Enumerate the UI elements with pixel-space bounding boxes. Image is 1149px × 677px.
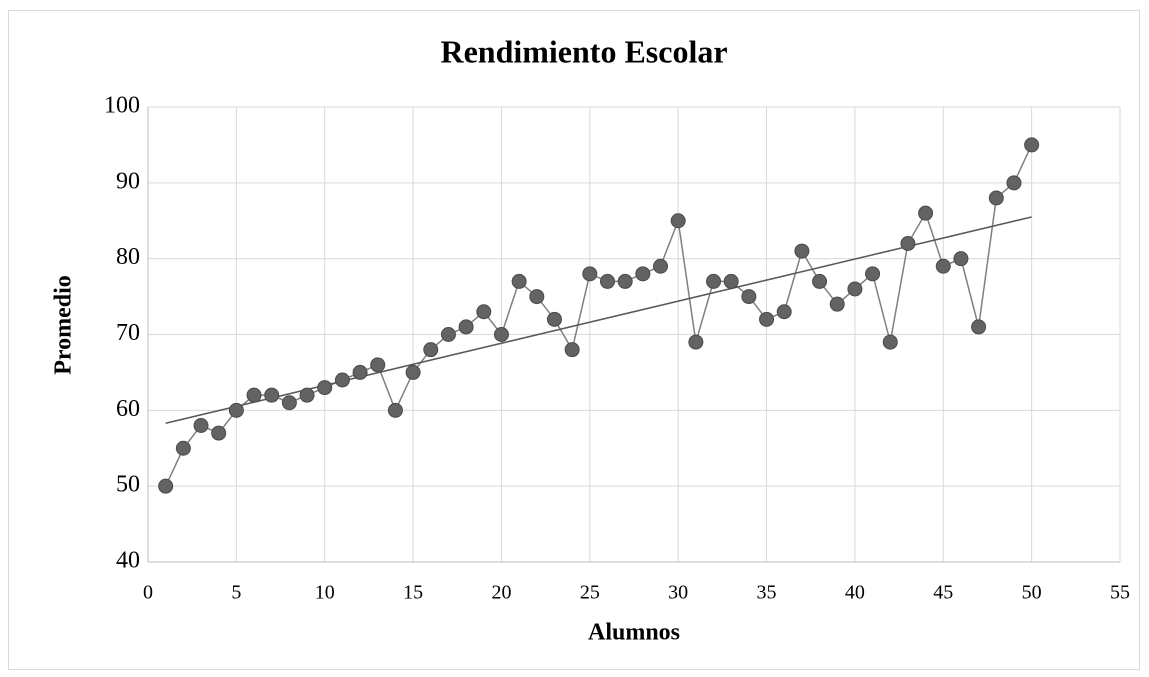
data-point (741, 289, 757, 305)
data-point (529, 289, 545, 305)
x-axis-title: Alumnos (588, 620, 680, 646)
data-point (334, 372, 350, 388)
x-tick-label: 25 (580, 582, 600, 604)
x-tick-label: 20 (491, 582, 511, 604)
data-point (759, 311, 775, 327)
data-point (653, 258, 669, 274)
data-point (900, 236, 916, 251)
x-tick-label: 10 (315, 582, 335, 604)
data-point (211, 425, 227, 441)
y-tick-label: 90 (116, 168, 140, 194)
data-point (264, 387, 280, 403)
data-point (1006, 175, 1022, 191)
data-point (493, 327, 509, 342)
x-tick-label: 45 (933, 582, 953, 604)
data-point (246, 387, 262, 403)
data-point (387, 402, 403, 418)
data-point (564, 342, 580, 358)
data-point (706, 273, 722, 289)
y-tick-label: 80 (116, 244, 140, 270)
data-point (228, 402, 244, 418)
y-tick-label: 60 (116, 396, 140, 422)
data-point (723, 273, 739, 289)
data-point (440, 327, 456, 342)
y-axis-title: Promedio (51, 275, 77, 375)
data-point (476, 304, 492, 320)
data-point (812, 273, 828, 289)
data-point (865, 266, 881, 282)
data-point (688, 334, 704, 350)
data-point (370, 357, 386, 373)
data-point (882, 334, 898, 350)
y-tick-label: 100 (104, 93, 140, 119)
x-tick-label: 30 (668, 582, 688, 604)
data-point (1024, 137, 1040, 153)
x-tick-label: 0 (143, 582, 153, 604)
data-point (175, 440, 191, 456)
data-point (281, 395, 297, 411)
data-point (511, 273, 527, 289)
data-point (458, 319, 474, 335)
data-point (670, 213, 686, 229)
data-point (546, 311, 562, 327)
data-point (794, 243, 810, 259)
data-point (423, 342, 439, 358)
data-point (829, 296, 845, 312)
data-point (582, 266, 598, 282)
x-tick-label: 50 (1022, 582, 1042, 604)
data-point (193, 418, 209, 433)
data-point (352, 364, 368, 380)
x-tick-label: 40 (845, 582, 865, 604)
chart-title: Rendimiento Escolar (440, 33, 727, 69)
y-tick-label: 50 (116, 472, 140, 498)
y-tick-label: 40 (116, 548, 140, 574)
x-tick-label: 15 (403, 582, 423, 604)
data-point (935, 258, 951, 274)
data-point (635, 266, 651, 282)
data-point (918, 205, 934, 221)
data-point (617, 273, 633, 289)
data-point (953, 251, 969, 267)
y-tick-label: 70 (116, 320, 140, 346)
data-point (988, 190, 1004, 206)
data-point (299, 387, 315, 403)
data-point (971, 319, 987, 335)
data-point (599, 273, 615, 289)
data-point (847, 281, 863, 297)
data-point (317, 380, 333, 396)
x-tick-label: 55 (1110, 582, 1130, 604)
x-tick-label: 35 (757, 582, 777, 604)
data-point (158, 478, 174, 494)
x-tick-label: 5 (231, 582, 241, 604)
data-point (405, 364, 421, 380)
data-point (776, 304, 792, 320)
